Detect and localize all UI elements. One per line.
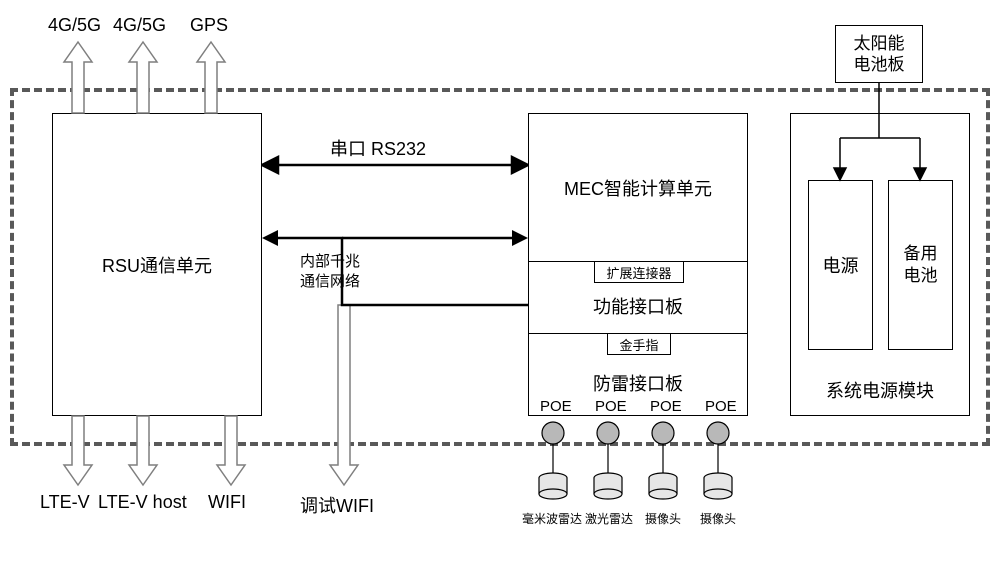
sensor-label-0: 毫米波雷达	[522, 510, 582, 527]
gold-finger: 金手指	[607, 333, 671, 355]
solar-fork	[790, 83, 970, 183]
sensor-label-1: 激光雷达	[585, 510, 633, 527]
ant-top-label-1: 4G/5G	[113, 15, 166, 36]
gigabit-label: 内部千兆 通信网络	[300, 252, 360, 291]
mec-compute: MEC智能计算单元	[529, 114, 747, 262]
ant-bot-label-2: WIFI	[208, 492, 246, 513]
gold-finger-label: 金手指	[619, 335, 658, 354]
ext-connector: 扩展连接器	[594, 261, 684, 283]
mec-func-label: 功能接口板	[593, 293, 683, 319]
power-main: 电源	[808, 180, 873, 350]
power-backup: 备用 电池	[888, 180, 953, 350]
mec-lightning-label: 防雷接口板	[593, 370, 683, 396]
poe-label-2: POE	[650, 398, 682, 415]
ant-top-label-2: GPS	[190, 15, 228, 36]
power-backup-label: 备用 电池	[904, 243, 938, 287]
serial-label: 串口 RS232	[330, 135, 426, 161]
solar-label: 太阳能 电池板	[854, 33, 905, 76]
mec-func: 扩展连接器 功能接口板	[529, 262, 747, 334]
debug-wifi-label: 调试WIFI	[300, 492, 374, 518]
ant-bot-label-0: LTE-V	[40, 492, 90, 513]
rsu-unit: RSU通信单元	[52, 113, 262, 416]
ext-connector-label: 扩展连接器	[606, 263, 671, 282]
poe-label-0: POE	[540, 398, 572, 415]
mec-compute-label: MEC智能计算单元	[564, 175, 712, 201]
poe-label-3: POE	[705, 398, 737, 415]
mec-unit: MEC智能计算单元 扩展连接器 功能接口板 金手指 防雷接口板	[528, 113, 748, 416]
debug-wifi-arrow	[320, 300, 370, 500]
solar-panel: 太阳能 电池板	[835, 25, 923, 83]
power-main-label: 电源	[823, 252, 859, 278]
sensor-label-2: 摄像头	[645, 510, 681, 527]
poe-label-1: POE	[595, 398, 627, 415]
sensor-label-3: 摄像头	[700, 510, 736, 527]
rsu-title: RSU通信单元	[102, 252, 212, 278]
ant-bot-label-1: LTE-V host	[98, 492, 187, 513]
poe-row: POE POE POE POE	[528, 398, 768, 558]
ant-top-label-0: 4G/5G	[48, 15, 101, 36]
antenna-svg-bottom	[0, 410, 320, 540]
power-module-label: 系统电源模块	[826, 377, 934, 403]
diagram-canvas: RSU通信单元 4G/5G 4G/5G GPS LTE-V LTE-V host…	[0, 0, 1000, 561]
